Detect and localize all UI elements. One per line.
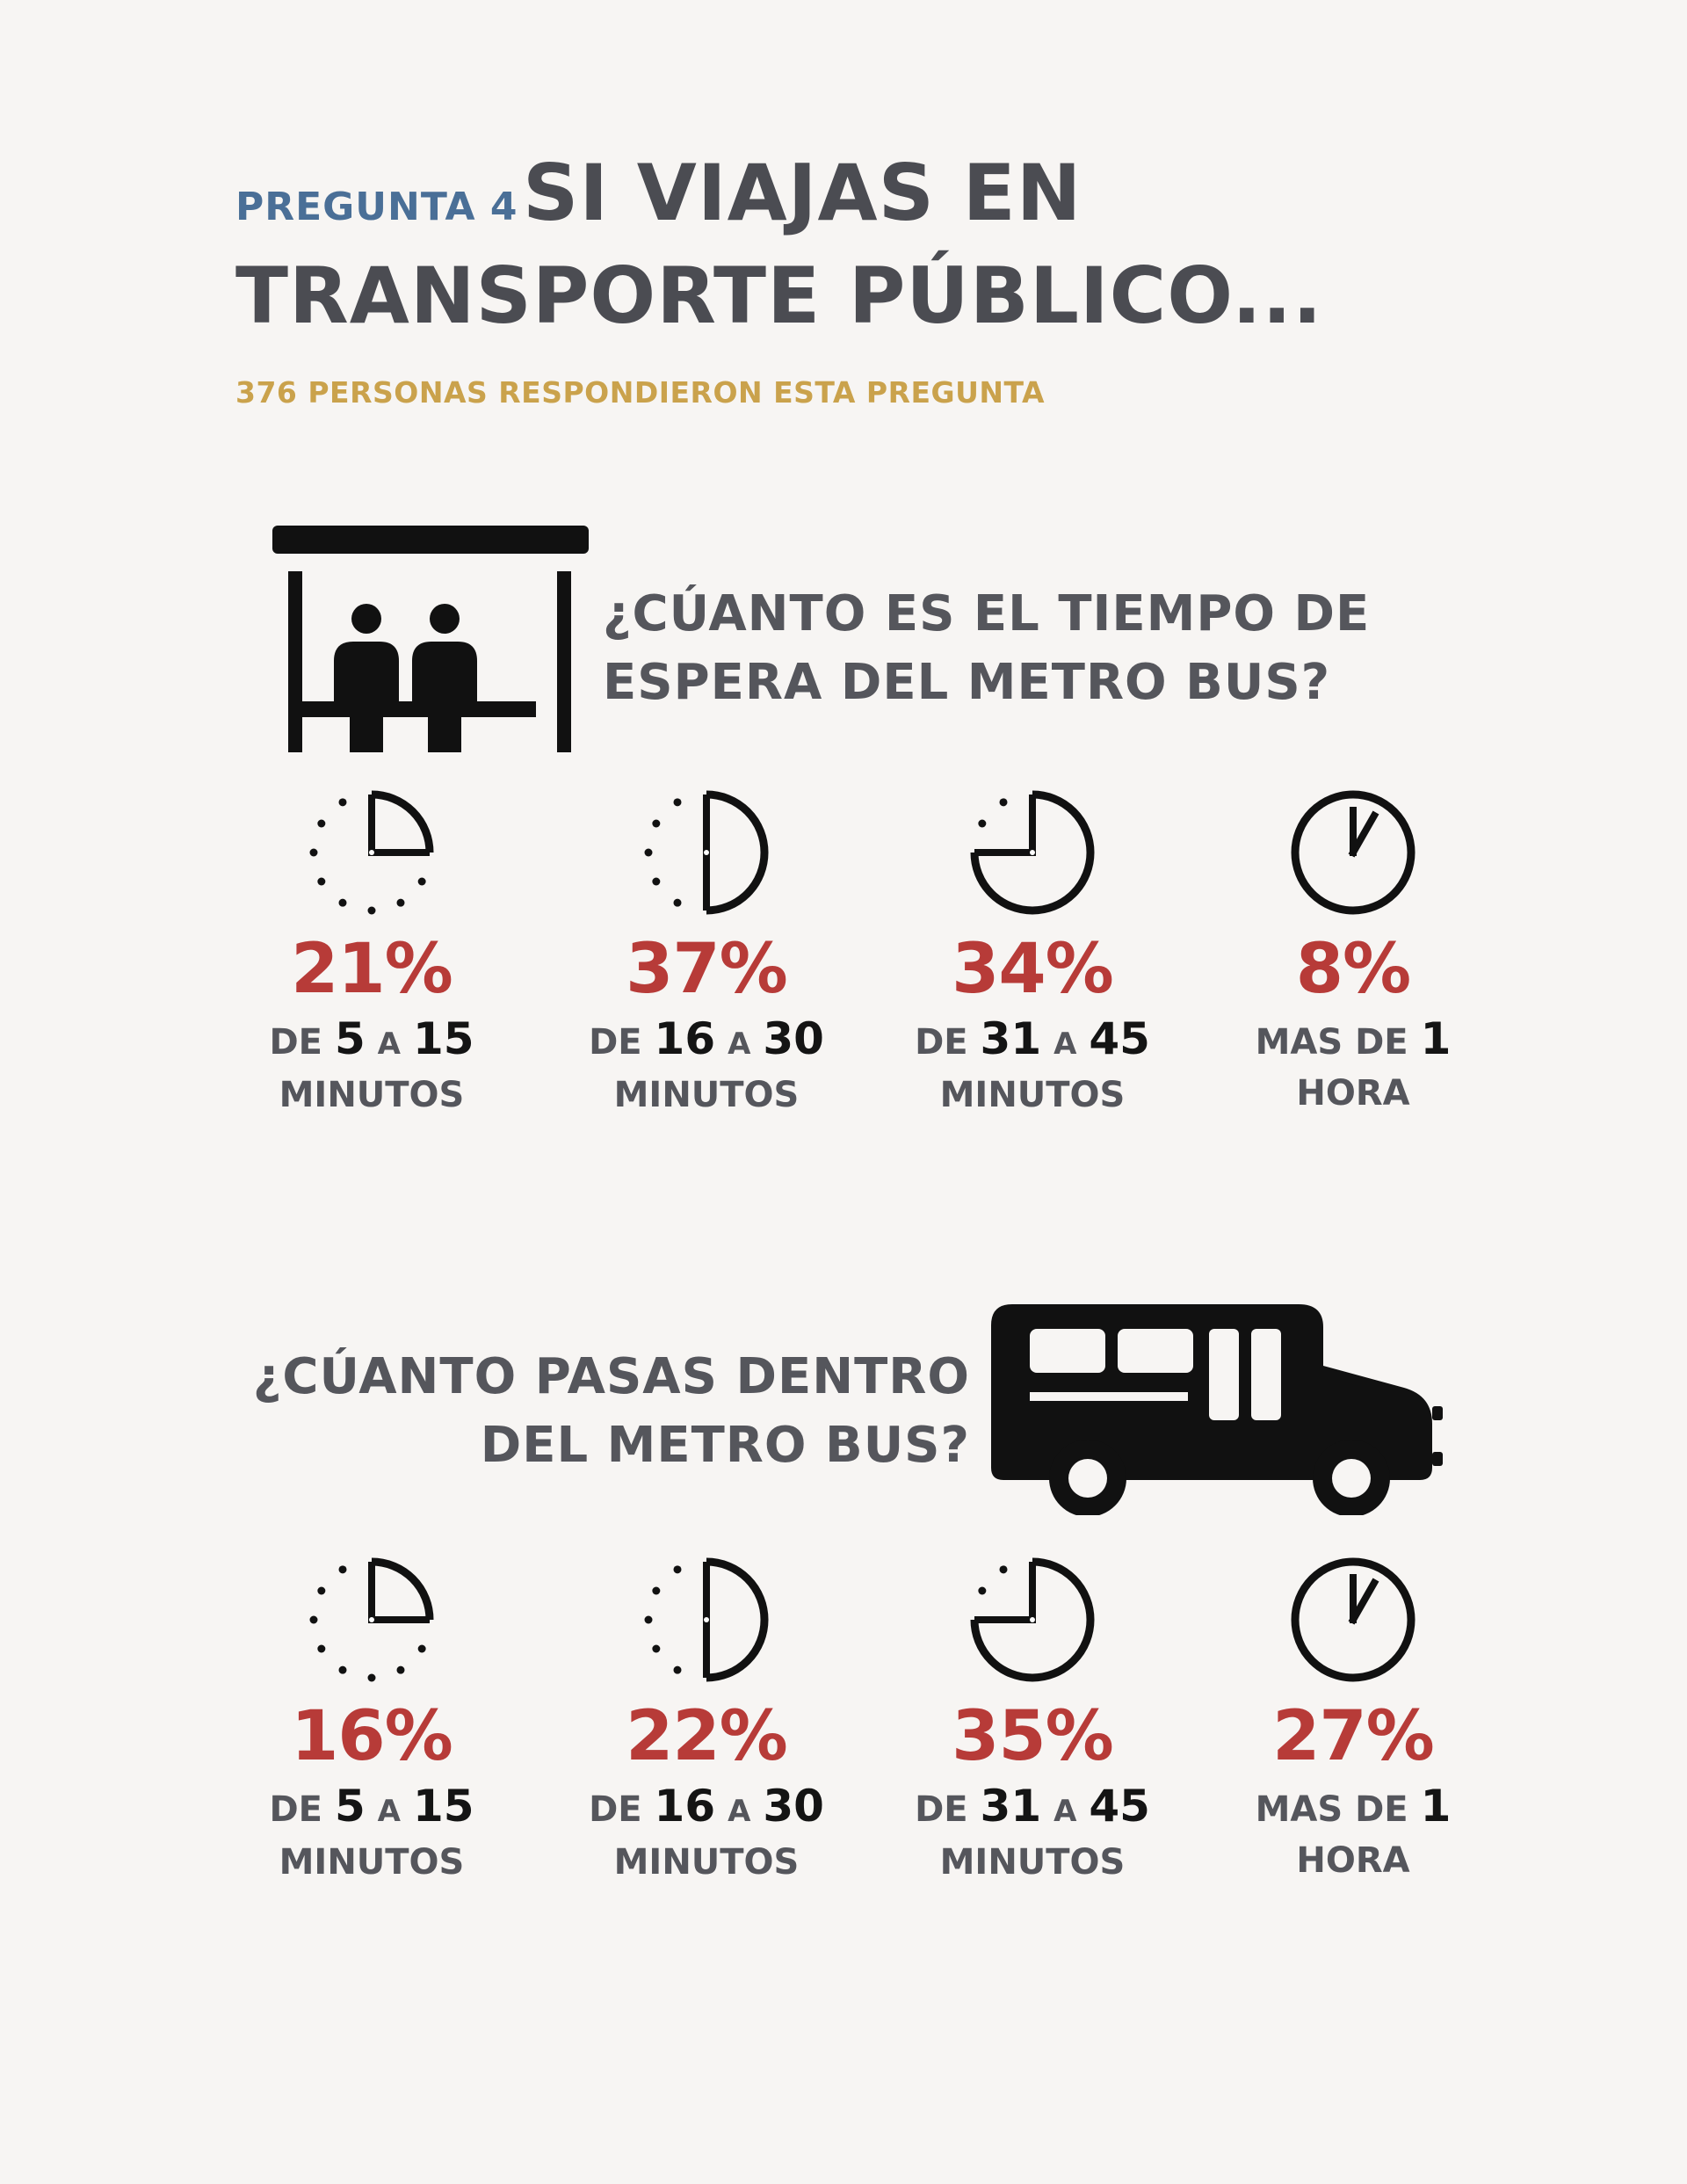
question-line1: ¿CÚANTO ES EL TIEMPO DE xyxy=(603,585,1371,642)
range-prefix: DE xyxy=(269,1789,322,1830)
range-unit: MINUTOS xyxy=(279,1075,465,1115)
stat-ride-16-30: 22% DE 16 A 30 MINUTOS xyxy=(522,1554,891,1888)
percent-value: 16% xyxy=(291,1697,453,1776)
clock-quarter-icon xyxy=(309,1557,434,1682)
time-range: DE 5 A 15 xyxy=(187,1013,556,1070)
range-prefix: DE xyxy=(269,1022,322,1063)
range-prefix: MAS DE xyxy=(1255,1022,1408,1063)
range-connector: A xyxy=(1053,1794,1077,1829)
percent-value: 8% xyxy=(1295,930,1411,1009)
range-from: 1 xyxy=(1420,1781,1452,1832)
range-unit: HORA xyxy=(1296,1840,1410,1881)
time-range: DE 16 A 30 xyxy=(522,1013,891,1070)
range-from: 16 xyxy=(654,1013,716,1064)
range-from: 5 xyxy=(334,1013,366,1064)
range-connector: A xyxy=(377,1027,401,1062)
clock-half-icon xyxy=(644,790,769,915)
range-to: 45 xyxy=(1089,1013,1150,1064)
range-unit: MINUTOS xyxy=(939,1075,1126,1115)
stat-wait-over-1h: 8% MAS DE 1 HORA xyxy=(1169,787,1538,1119)
percent-value: 22% xyxy=(626,1697,788,1776)
percent-value: 21% xyxy=(291,930,453,1009)
question-line2: DEL METRO BUS? xyxy=(480,1417,970,1474)
stat-ride-5-15: 16% DE 5 A 15 MINUTOS xyxy=(187,1554,556,1888)
time-range: MAS DE 1 xyxy=(1169,1781,1538,1835)
range-to: 45 xyxy=(1089,1781,1150,1832)
percent-value: 27% xyxy=(1272,1697,1435,1776)
range-connector: A xyxy=(1053,1027,1077,1062)
page-title-line1: SI VIAJAS EN xyxy=(523,148,1082,238)
page-title-line2: TRANSPORTE PÚBLICO... xyxy=(235,250,1323,341)
percent-value: 37% xyxy=(626,930,788,1009)
range-unit: MINUTOS xyxy=(613,1075,800,1115)
time-range: DE 31 A 45 xyxy=(848,1781,1217,1837)
range-to: 30 xyxy=(763,1013,824,1064)
range-to: 15 xyxy=(412,1781,474,1832)
range-from: 5 xyxy=(334,1781,366,1832)
clock-quarter-icon xyxy=(309,790,434,915)
respondents-subtitle: 376 PERSONAS RESPONDIERON ESTA PREGUNTA xyxy=(235,375,1046,410)
stat-wait-16-30: 37% DE 16 A 30 MINUTOS xyxy=(522,787,891,1121)
question-number-label: PREGUNTA 4 xyxy=(235,185,518,229)
time-range: MAS DE 1 xyxy=(1169,1013,1538,1068)
range-prefix: MAS DE xyxy=(1255,1789,1408,1830)
stat-wait-31-45: 34% DE 31 A 45 MINUTOS xyxy=(848,787,1217,1121)
stat-ride-31-45: 35% DE 31 A 45 MINUTOS xyxy=(848,1554,1217,1888)
stat-ride-over-1h: 27% MAS DE 1 HORA xyxy=(1169,1554,1538,1886)
question-ride-time: ¿CÚANTO PASAS DENTRO DEL METRO BUS? xyxy=(253,1343,970,1480)
range-prefix: DE xyxy=(915,1789,968,1830)
stat-wait-5-15: 21% DE 5 A 15 MINUTOS xyxy=(187,787,556,1121)
range-from: 16 xyxy=(654,1781,716,1832)
time-range: DE 5 A 15 xyxy=(187,1781,556,1837)
question-line2: ESPERA DEL METRO BUS? xyxy=(603,654,1331,711)
bus-icon xyxy=(991,1304,1443,1515)
clock-full-icon xyxy=(1291,1557,1415,1682)
header-line1: PREGUNTA 4 SI VIAJAS EN xyxy=(235,148,1082,238)
question-wait-time: ¿CÚANTO ES EL TIEMPO DE ESPERA DEL METRO… xyxy=(603,580,1370,717)
range-from: 1 xyxy=(1420,1013,1452,1064)
percent-value: 34% xyxy=(952,930,1114,1009)
range-connector: A xyxy=(728,1794,751,1829)
range-unit: MINUTOS xyxy=(613,1842,800,1883)
range-prefix: DE xyxy=(589,1022,642,1063)
range-from: 31 xyxy=(980,1781,1042,1832)
range-unit: MINUTOS xyxy=(939,1842,1126,1883)
percent-value: 35% xyxy=(952,1697,1114,1776)
clock-full-icon xyxy=(1291,790,1415,915)
range-connector: A xyxy=(728,1027,751,1062)
range-prefix: DE xyxy=(589,1789,642,1830)
bus-stop-icon xyxy=(272,526,589,752)
range-to: 15 xyxy=(412,1013,474,1064)
range-from: 31 xyxy=(980,1013,1042,1064)
range-unit: HORA xyxy=(1296,1073,1410,1114)
time-range: DE 31 A 45 xyxy=(848,1013,1217,1070)
range-unit: MINUTOS xyxy=(279,1842,465,1883)
clock-three-quarter-icon xyxy=(970,790,1095,915)
question-line1: ¿CÚANTO PASAS DENTRO xyxy=(252,1348,970,1405)
range-prefix: DE xyxy=(915,1022,968,1063)
clock-three-quarter-icon xyxy=(970,1557,1095,1682)
range-to: 30 xyxy=(763,1781,824,1832)
range-connector: A xyxy=(377,1794,401,1829)
time-range: DE 16 A 30 xyxy=(522,1781,891,1837)
clock-half-icon xyxy=(644,1557,769,1682)
